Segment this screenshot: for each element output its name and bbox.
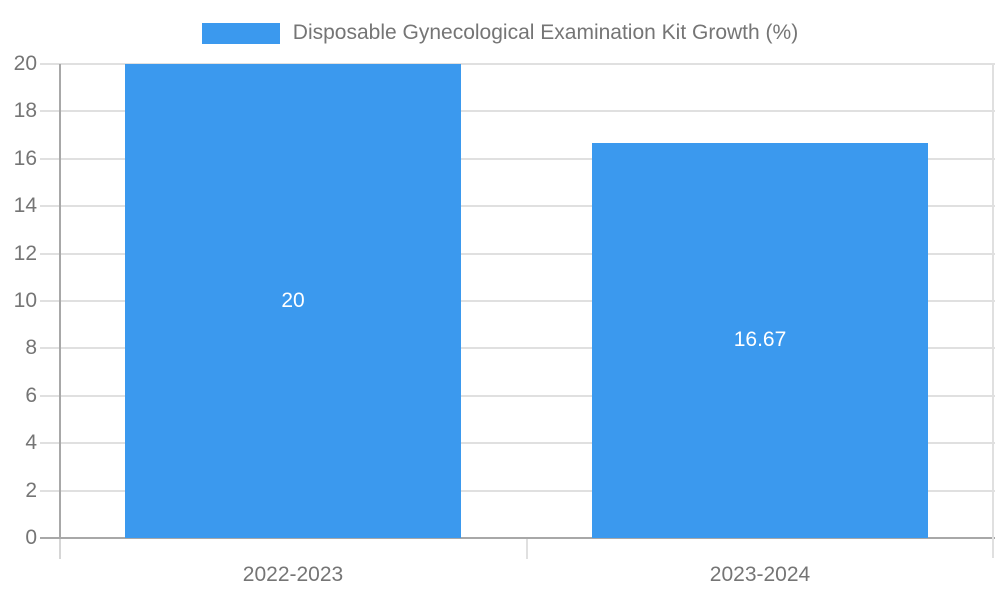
gridline (40, 442, 995, 445)
x-axis-label: 2023-2024 (709, 563, 811, 586)
gridline (40, 489, 995, 492)
y-axis-tick-label: 14 (13, 194, 37, 218)
bar-value-label: 20 (281, 289, 305, 312)
x-axis-tick (525, 539, 528, 559)
x-axis-label: 2022-2023 (242, 563, 344, 586)
y-axis-tick-label: 20 (13, 52, 37, 75)
y-axis-tick-label: 8 (25, 336, 37, 360)
bar-value-label: 16.67 (733, 328, 787, 352)
gridline (40, 63, 995, 65)
gridline (40, 347, 995, 350)
y-axis-tick-label: 4 (25, 431, 37, 455)
legend-swatch (201, 22, 280, 44)
plot-right-border (992, 64, 994, 558)
x-axis-line (40, 537, 995, 539)
y-axis-tick-label: 10 (13, 289, 37, 312)
gridline (40, 252, 995, 255)
gridline (40, 205, 995, 208)
gridline (40, 394, 995, 397)
gridline (40, 110, 995, 113)
y-axis-line (59, 64, 61, 538)
y-axis-tick-label: 0 (25, 526, 37, 549)
bar[interactable]: 16.67 (592, 142, 928, 538)
y-axis-tick-label: 6 (25, 383, 37, 407)
gridline (40, 157, 995, 160)
x-axis-tick (59, 539, 61, 559)
gridline (40, 300, 995, 302)
y-axis-tick-label: 2 (25, 478, 37, 502)
bar[interactable]: 20 (125, 64, 461, 538)
y-axis-tick-label: 18 (13, 99, 37, 123)
chart-legend[interactable]: Disposable Gynecological Examination Kit… (0, 17, 1000, 49)
y-axis-tick-label: 16 (13, 146, 37, 170)
legend-label: Disposable Gynecological Examination Kit… (292, 21, 799, 44)
y-axis-tick-label: 12 (13, 241, 37, 265)
